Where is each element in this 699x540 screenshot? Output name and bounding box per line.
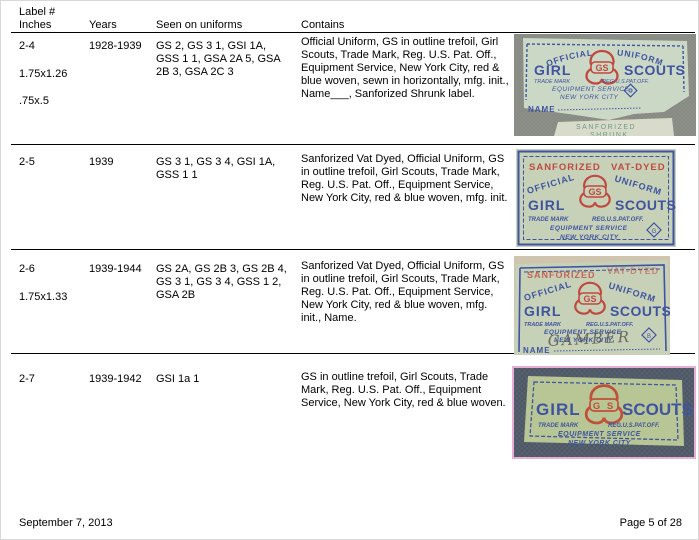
seen-on-uniforms-value: GS 2, GS 3 1, GSI 1A, GSS 1 1, GSA 2A 5,… bbox=[156, 40, 281, 78]
trademark-text: TRADE MARK bbox=[534, 79, 570, 85]
footer-page-number: Page 5 of 28 bbox=[619, 517, 682, 529]
col-header-years: Years bbox=[89, 19, 117, 31]
scouts-text: SCOUTS bbox=[615, 197, 676, 213]
city-text: NEW YORK CITY bbox=[560, 234, 619, 241]
label-number: 2-6 bbox=[19, 263, 35, 275]
scouts-text: SCOUTS bbox=[610, 303, 670, 319]
seen-on-uniforms-value: GS 3 1, GS 3 4, GSI 1A, GSS 1 1 bbox=[156, 156, 276, 181]
col-header-inches: Inches bbox=[19, 19, 52, 31]
label-number: 2-4 bbox=[19, 40, 35, 52]
gs-trefoil-icon: G S bbox=[584, 384, 624, 425]
girl-text: GIRL bbox=[528, 197, 565, 213]
label-number: 2-5 bbox=[19, 156, 35, 168]
trademark-text: TRADE MARK bbox=[528, 217, 569, 223]
years-value: 1939-1944 bbox=[89, 263, 142, 275]
handwritten-name: GAMBER bbox=[547, 328, 631, 350]
seen-on-uniforms-value: GS 2A, GS 2B 3, GS 2B 4, GS 3 1, GS 3 4,… bbox=[156, 263, 287, 301]
svg-text:GS: GS bbox=[583, 294, 596, 304]
city-text: NEW YORK CITY bbox=[568, 440, 632, 447]
reg-text: REG.U.S.PAT.OFF. bbox=[608, 423, 660, 429]
girl-text: GIRL bbox=[534, 62, 571, 78]
maker-diamond-icon bbox=[623, 83, 638, 98]
uniform-label-photo-2-7: G S GIRL SCOUTS TRADE MARK REG.U.S.PAT.O… bbox=[512, 366, 696, 459]
label-inches: 1.75x1.33 bbox=[19, 291, 68, 303]
contains-value: Sanforized Vat Dyed, Official Uniform, G… bbox=[301, 260, 505, 324]
girl-text: GIRL bbox=[536, 400, 581, 419]
scouts-text: SCOUTS bbox=[622, 400, 693, 419]
name-text: NAME bbox=[528, 105, 556, 114]
row-separator-1 bbox=[11, 144, 695, 145]
svg-text:B: B bbox=[647, 334, 651, 340]
sanforized-strip bbox=[554, 118, 674, 136]
label-number: 2-7 bbox=[19, 373, 35, 385]
equipment-text: EQUIPMENT SERVICE bbox=[544, 329, 622, 336]
equipment-text: EQUIPMENT SERVICE bbox=[552, 86, 630, 93]
svg-text:G S: G S bbox=[593, 401, 615, 412]
table-row: 2-6 1.75x1.33 1939-1944 GS 2A, GS 2B 3, … bbox=[1, 249, 698, 353]
years-value: 1939-1942 bbox=[89, 373, 142, 385]
name-dotted-line bbox=[553, 348, 661, 352]
seen-on-uniforms-value: GSI 1a 1 bbox=[156, 373, 200, 385]
vat-dyed-text: VAT-DYED bbox=[611, 162, 666, 173]
header-rule bbox=[11, 32, 695, 33]
contains-value: GS in outline trefoil, Girl Scouts, Trad… bbox=[301, 371, 506, 409]
table-row: 2-5 1939 GS 3 1, GS 3 4, GSI 1A, GSS 1 1… bbox=[1, 144, 698, 249]
label-inches: 1.75x1.26 bbox=[19, 68, 68, 80]
col-header-contains: Contains bbox=[301, 19, 345, 31]
strip-text-2: SHRUNK bbox=[590, 132, 629, 136]
name-text: NAME bbox=[523, 346, 551, 355]
equipment-text: EQUIPMENT SERVICE bbox=[550, 225, 628, 232]
gs-trefoil-icon: GS bbox=[579, 174, 611, 208]
uniform-label-photo-2-6: SANFORIZED VAT-DYED OFFICIAL UNIFORM GS … bbox=[514, 256, 670, 355]
sanforized-text: SANFORIZED bbox=[527, 270, 596, 280]
years-value: 1939 bbox=[89, 156, 114, 168]
girl-text: GIRL bbox=[524, 303, 561, 319]
maker-diamond-icon: B bbox=[641, 327, 657, 343]
row-separator-3 bbox=[11, 353, 695, 354]
years-value: 1928-1939 bbox=[89, 40, 142, 52]
vat-dyed-text: VAT-DYED bbox=[607, 266, 659, 276]
gs-trefoil-icon: GS bbox=[574, 281, 606, 315]
label-inches-2: .75x.5 bbox=[19, 95, 49, 107]
col-header-label-number: Label # bbox=[19, 6, 56, 18]
contains-value: Official Uniform, GS in outline trefoil,… bbox=[301, 36, 509, 100]
svg-text:GS: GS bbox=[595, 63, 608, 73]
city-text: NEW YORK CITY bbox=[560, 94, 619, 101]
svg-text:G: G bbox=[652, 229, 657, 235]
maker-diamond-icon: G bbox=[646, 222, 662, 238]
col-header-seen-on-uniforms: Seen on uniforms bbox=[156, 19, 243, 31]
table-row: 2-7 1939-1942 GSI 1a 1 GS in outline tre… bbox=[1, 353, 698, 463]
city-text: NEW YORK CITY bbox=[554, 337, 613, 344]
trademark-text: TRADE MARK bbox=[524, 322, 562, 328]
sanforized-text: SANFORIZED bbox=[529, 162, 601, 173]
strip-text-1: SANFORIZED bbox=[576, 124, 636, 131]
pink-photo-frame bbox=[512, 366, 696, 459]
footer-date: September 7, 2013 bbox=[19, 517, 113, 529]
trademark-text: TRADE MARK bbox=[538, 423, 579, 429]
gs-trefoil-icon: GS bbox=[585, 49, 619, 85]
row-separator-2 bbox=[11, 249, 695, 250]
uniform-label-photo-2-4: OFFICIAL UNIFORM GS GIRL SCOUTS TRADE MA… bbox=[514, 34, 696, 136]
uniform-label-photo-2-5: SANFORIZED VAT-DYED OFFICIAL UNIFORM GS … bbox=[516, 149, 676, 247]
equipment-text: EQUIPMENT SERVICE bbox=[558, 431, 641, 438]
table-row: 2-4 1.75x1.26 .75x.5 1928-1939 GS 2, GS … bbox=[1, 32, 698, 144]
reg-text: REG.U.S.PAT.OFF. bbox=[602, 79, 649, 85]
svg-text:GS: GS bbox=[588, 187, 601, 197]
contains-value: Sanforized Vat Dyed, Official Uniform, G… bbox=[301, 153, 508, 204]
reg-text: REG.U.S.PAT.OFF. bbox=[592, 217, 644, 223]
scouts-text: SCOUTS bbox=[624, 62, 685, 78]
reg-text: REG.U.S.PAT.OFF. bbox=[586, 322, 634, 328]
name-dotted-line bbox=[557, 107, 643, 111]
